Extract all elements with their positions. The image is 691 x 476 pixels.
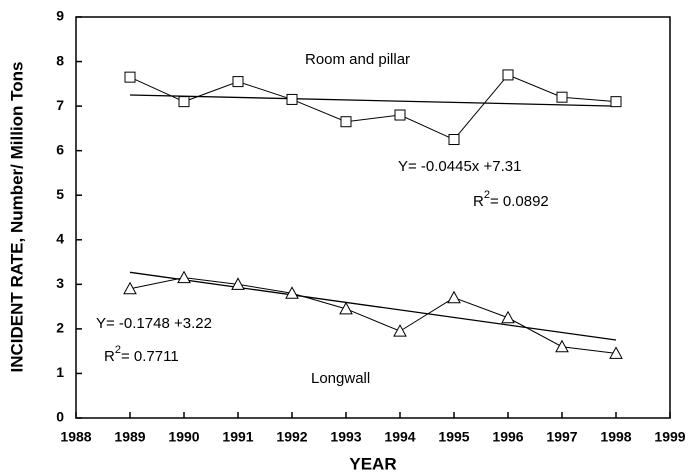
marker (502, 69, 514, 81)
marker (501, 310, 515, 324)
marker (609, 346, 623, 359)
y-tick-label: 8 (56, 52, 64, 68)
y-tick-label: 0 (56, 409, 64, 425)
marker (124, 71, 136, 83)
annotation: Longwall (311, 370, 370, 387)
marker (232, 76, 244, 88)
marker (556, 91, 568, 103)
annotation-base: R (104, 348, 115, 365)
x-tick-label: 1990 (168, 429, 199, 445)
marker (178, 96, 190, 108)
x-tick-label: 1997 (546, 429, 577, 445)
y-tick-label: 5 (56, 186, 64, 202)
y-tick-label: 3 (56, 275, 64, 291)
marker (394, 109, 406, 121)
annotation-sup: 2 (115, 344, 121, 356)
y-tick-label: 2 (56, 320, 64, 336)
x-tick-label: 1995 (438, 429, 469, 445)
marker (339, 301, 353, 315)
annotation-base: R (473, 193, 484, 210)
x-tick-label: 1989 (114, 429, 145, 445)
annotation: Y= -0.1748 +3.22 (96, 315, 212, 332)
marker (340, 116, 352, 128)
x-tick-label: 1994 (384, 429, 415, 445)
x-tick-label: 1998 (600, 429, 631, 445)
annotation: Room and pillar (305, 51, 410, 68)
series-line (129, 277, 617, 354)
y-tick-label: 1 (56, 364, 64, 380)
annotation-rest: = 0.7711 (121, 348, 179, 365)
x-tick-label: 1988 (60, 429, 91, 445)
annotation: R2= 0.7711 (104, 344, 179, 365)
trend-line (129, 271, 617, 341)
marker (231, 277, 245, 290)
trend-line (129, 94, 617, 107)
marker (393, 324, 407, 337)
marker (123, 281, 137, 295)
x-tick-label: 1999 (654, 429, 685, 445)
y-tick-label: 7 (56, 97, 64, 113)
x-tick-label: 1992 (276, 429, 307, 445)
annotation: R2= 0.0892 (473, 189, 549, 210)
y-tick-label: 9 (56, 8, 64, 24)
annotation-rest: = 0.0892 (490, 193, 549, 210)
x-tick-label: 1996 (492, 429, 523, 445)
x-axis-title: YEAR (349, 454, 396, 473)
y-tick-label: 6 (56, 141, 64, 157)
marker (286, 93, 298, 105)
marker (447, 290, 461, 304)
marker (285, 286, 299, 299)
annotation: Y= -0.0445x +7.31 (398, 158, 521, 175)
marker (448, 134, 460, 146)
plot-frame (75, 16, 671, 419)
annotation-sup: 2 (484, 189, 490, 201)
marker (610, 96, 622, 108)
y-tick-label: 4 (56, 230, 64, 246)
x-tick-label: 1993 (330, 429, 361, 445)
marker (555, 339, 569, 353)
x-tick-label: 1991 (222, 429, 253, 445)
series-line (129, 74, 617, 141)
marker (177, 270, 191, 284)
y-axis-title: INCIDENT RATE, Number/ Million Tons (7, 61, 26, 372)
